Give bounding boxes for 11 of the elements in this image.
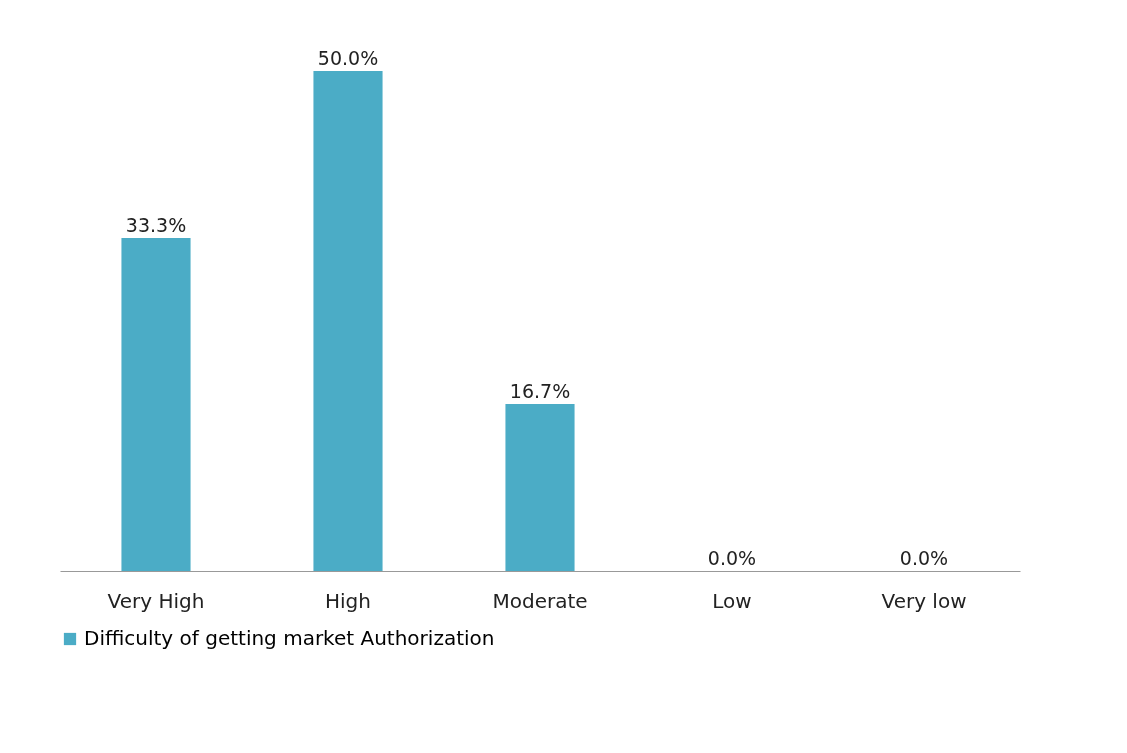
x-tick-label: Moderate [492, 588, 588, 613]
x-tick-label: High [325, 588, 371, 613]
data-label: 33.3% [125, 214, 187, 236]
legend-label: Difficulty of getting market Authorization [84, 626, 495, 650]
data-label: 16.7% [509, 380, 571, 402]
x-tick-label: Low [712, 588, 752, 613]
data-label: 0.0% [899, 547, 949, 569]
data-label: 50.0% [317, 47, 379, 69]
x-tick-label: Very High [107, 588, 205, 613]
data-label: 0.0% [707, 547, 757, 569]
x-tick-label: Very low [881, 588, 967, 613]
